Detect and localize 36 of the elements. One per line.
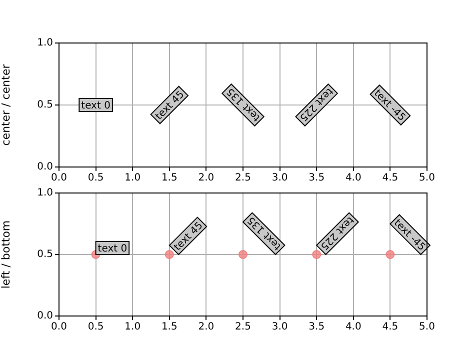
y-tick-label: 0.5 (37, 249, 53, 260)
x-tick-label: 5.0 (419, 172, 435, 184)
x-tick-label: 5.0 (419, 322, 435, 333)
x-tick-label: 1.0 (124, 322, 141, 333)
annotation: text 225 (318, 214, 356, 252)
x-tick-label: 4.5 (382, 172, 398, 184)
x-tick-label: 2.5 (235, 322, 251, 333)
x-tick-label: 1.0 (124, 172, 141, 184)
y-tick-label: 1.0 (37, 188, 53, 199)
annotation: text 0 (81, 100, 110, 112)
x-tick-label: 3.0 (272, 172, 288, 184)
x-tick-label: 4.0 (345, 172, 362, 184)
y-axis-title: left / bottom (0, 220, 12, 289)
y-axis-title: center / center (0, 64, 12, 146)
annotation: text 45 (172, 220, 206, 254)
x-tick-label: 3.5 (308, 172, 325, 184)
x-tick-label: 3.5 (308, 322, 325, 333)
x-tick-label: 0.5 (88, 172, 104, 184)
annotation: text 0 (98, 244, 128, 255)
y-tick-label: 1.0 (37, 38, 53, 49)
x-tick-label: 0.5 (88, 322, 104, 333)
x-tick-label: 4.0 (345, 322, 362, 333)
y-tick-label: 0.5 (37, 100, 53, 111)
x-tick-label: 4.5 (382, 322, 398, 333)
y-tick-label: 0.0 (37, 310, 53, 322)
x-tick-label: 1.5 (161, 172, 178, 184)
annotation: text 45 (154, 89, 187, 122)
annotation: text 225 (297, 85, 335, 123)
y-tick-label: 0.0 (37, 162, 53, 173)
x-tick-label: 0.0 (51, 322, 67, 333)
x-tick-label: 2.0 (198, 172, 214, 184)
x-tick-label: 2.5 (235, 172, 251, 184)
x-tick-label: 3.0 (272, 322, 288, 333)
x-tick-label: 0.0 (51, 172, 67, 184)
x-tick-label: 2.0 (198, 322, 214, 333)
x-tick-label: 1.5 (161, 322, 178, 333)
